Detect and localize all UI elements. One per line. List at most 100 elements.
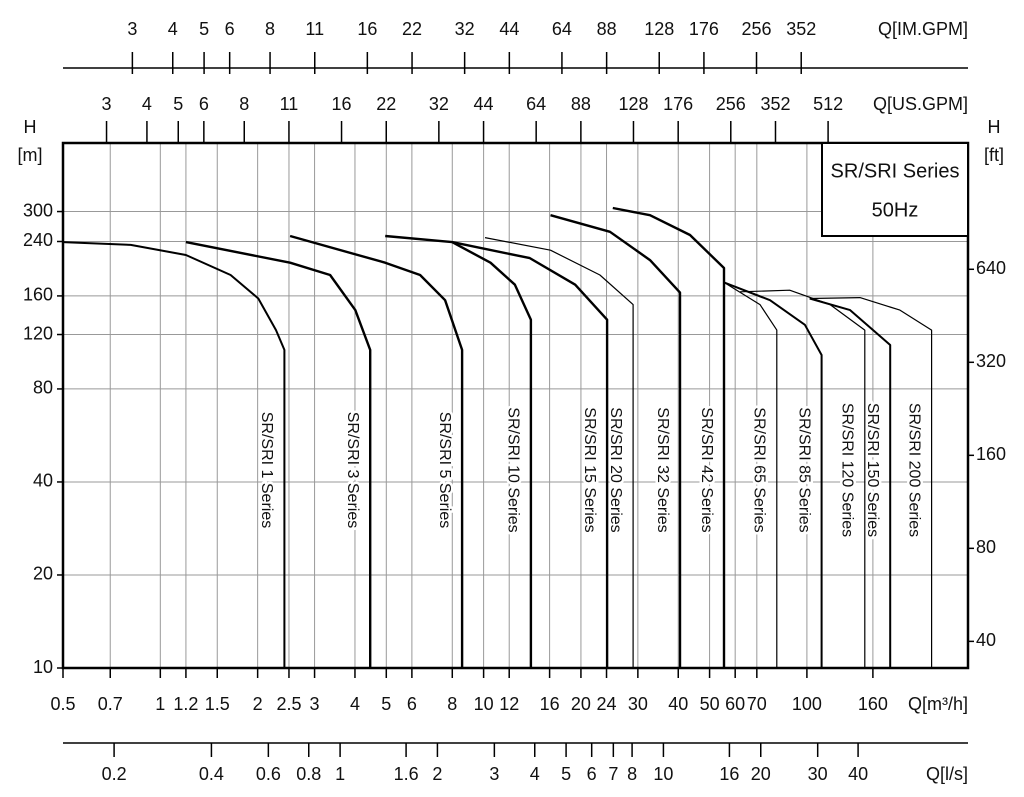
x-axis-title: Q[m³/h] (908, 694, 968, 714)
series-label: SR/SRI 42 Series (698, 407, 715, 532)
y-tick-label: 40 (33, 471, 53, 491)
top-tick-label: 3 (127, 19, 137, 39)
y-axis-title: H (24, 117, 37, 137)
bottom-tick-label: 5 (561, 764, 571, 784)
x-tick-label: 2 (253, 694, 263, 714)
pump-curve (385, 234, 533, 668)
series-label: SR/SRI 20 Series (607, 407, 624, 532)
pump-curve (550, 214, 682, 668)
series-label: SR/SRI 85 Series (795, 407, 812, 532)
annotation: 50Hz (872, 199, 919, 221)
x-tick-label: 30 (628, 694, 648, 714)
top-tick-label: 22 (402, 19, 422, 39)
top-tick-label: 256 (716, 94, 746, 114)
bottom-tick-label: 0.2 (102, 764, 127, 784)
y-tick-label: 10 (33, 657, 53, 677)
top-tick-label: 5 (199, 19, 209, 39)
bottom-tick-label: 0.4 (199, 764, 224, 784)
top-tick-label: 11 (305, 19, 324, 39)
x-tick-label: 3 (310, 694, 320, 714)
top-tick-label: 176 (663, 94, 693, 114)
top-tick-label: 512 (813, 94, 843, 114)
x-tick-label: 0.7 (98, 694, 123, 714)
pump-curve (809, 297, 933, 668)
bottom-tick-label: 2 (432, 764, 442, 784)
y-tick-label: 300 (23, 200, 53, 220)
pump-curve (484, 237, 634, 668)
y-tick-label: 80 (33, 378, 53, 398)
top-tick-label: 3 (102, 94, 112, 114)
bottom-tick-label: 30 (808, 764, 828, 784)
x-tick-label: 6 (407, 694, 417, 714)
annotation-box (821, 142, 969, 237)
top-tick-label: 88 (571, 94, 591, 114)
series-label: SR/SRI 3 Series (344, 412, 361, 528)
y2-axis-unit: [ft] (984, 145, 1004, 165)
pump-curve (809, 297, 892, 668)
x-tick-label: 1 (155, 694, 165, 714)
x-tick-label: 5 (381, 694, 391, 714)
x-tick-label: 50 (700, 694, 720, 714)
pump-curve (451, 240, 609, 668)
x-tick-label: 100 (792, 694, 822, 714)
y2-axis-title: H (988, 117, 1001, 137)
y2-tick-label: 640 (976, 258, 1006, 278)
bottom-tick-label: 0.6 (256, 764, 281, 784)
bottom-tick-label: 4 (530, 764, 540, 784)
pump-curve (612, 206, 726, 668)
y-tick-label: 160 (23, 285, 53, 305)
y2-tick-label: 160 (976, 444, 1006, 464)
bottom-tick-label: 3 (489, 764, 499, 784)
series-label: SR/SRI 15 Series (581, 407, 598, 532)
x-tick-label: 160 (858, 694, 888, 714)
pump-curve (185, 240, 372, 668)
top-tick-label: 6 (199, 94, 209, 114)
series-label: SR/SRI 5 Series (436, 412, 453, 528)
bottom-tick-label: 16 (719, 764, 739, 784)
top-tick-label: 22 (376, 94, 396, 114)
top-tick-label: 16 (332, 94, 352, 114)
x-tick-label: 70 (747, 694, 767, 714)
pump-curve (723, 281, 823, 668)
bottom-tick-label: 7 (608, 764, 618, 784)
top-axis-title: Q[US.GPM] (873, 94, 968, 114)
top-tick-label: 176 (689, 19, 719, 39)
top-tick-label: 5 (173, 94, 183, 114)
top-tick-label: 44 (499, 19, 519, 39)
y-tick-label: 20 (33, 564, 53, 584)
pump-curve (289, 234, 464, 668)
top-tick-label: 44 (474, 94, 494, 114)
top-tick-label: 6 (225, 19, 235, 39)
bottom-tick-label: 0.8 (296, 764, 321, 784)
top-tick-label: 88 (597, 19, 617, 39)
x-tick-label: 1.5 (205, 694, 230, 714)
x-tick-label: 8 (447, 694, 457, 714)
top-tick-label: 8 (265, 19, 275, 39)
bottom-tick-label: 40 (848, 764, 868, 784)
top-tick-label: 32 (429, 94, 449, 114)
series-label: SR/SRI 120 Series (839, 403, 856, 537)
bottom-tick-label: 1.6 (394, 764, 419, 784)
top-tick-label: 16 (357, 19, 377, 39)
y2-tick-label: 40 (976, 630, 996, 650)
series-label: SR/SRI 200 Series (905, 403, 922, 537)
top-tick-label: 128 (618, 94, 648, 114)
x-tick-label: 4 (350, 694, 360, 714)
bottom-tick-label: 20 (751, 764, 771, 784)
series-label: SR/SRI 32 Series (654, 407, 671, 532)
y-tick-label: 240 (23, 230, 53, 250)
top-tick-label: 128 (644, 19, 674, 39)
annotation: SR/SRI Series (831, 160, 960, 182)
series-label: SR/SRI 10 Series (505, 407, 522, 532)
top-tick-label: 4 (168, 19, 178, 39)
x-tick-label: 20 (571, 694, 591, 714)
bottom-tick-label: 8 (627, 764, 637, 784)
top-tick-label: 32 (455, 19, 475, 39)
x-tick-label: 40 (668, 694, 688, 714)
x-tick-label: 60 (725, 694, 745, 714)
pump-curve (723, 281, 778, 668)
y-tick-label: 120 (23, 323, 53, 343)
y-axis-unit: [m] (18, 145, 43, 165)
bottom-tick-label: 6 (587, 764, 597, 784)
